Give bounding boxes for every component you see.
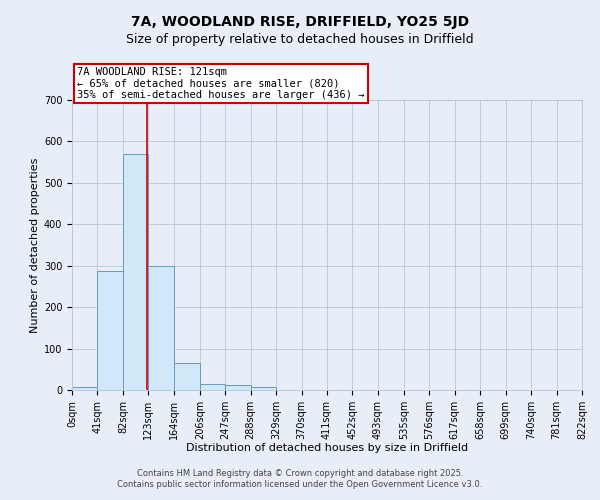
Bar xyxy=(200,384,225,390)
Bar xyxy=(251,386,276,390)
Bar xyxy=(174,363,200,390)
Bar xyxy=(148,266,174,390)
Bar xyxy=(225,385,251,390)
Bar xyxy=(123,154,148,390)
Text: Contains public sector information licensed under the Open Government Licence v3: Contains public sector information licen… xyxy=(118,480,482,489)
Text: 7A, WOODLAND RISE, DRIFFIELD, YO25 5JD: 7A, WOODLAND RISE, DRIFFIELD, YO25 5JD xyxy=(131,15,469,29)
Y-axis label: Number of detached properties: Number of detached properties xyxy=(29,158,40,332)
Text: Contains HM Land Registry data © Crown copyright and database right 2025.: Contains HM Land Registry data © Crown c… xyxy=(137,468,463,477)
Text: 7A WOODLAND RISE: 121sqm
← 65% of detached houses are smaller (820)
35% of semi-: 7A WOODLAND RISE: 121sqm ← 65% of detach… xyxy=(77,67,365,100)
Bar xyxy=(97,270,123,390)
Text: Size of property relative to detached houses in Driffield: Size of property relative to detached ho… xyxy=(126,32,474,46)
X-axis label: Distribution of detached houses by size in Driffield: Distribution of detached houses by size … xyxy=(186,444,468,454)
Bar xyxy=(72,387,97,390)
